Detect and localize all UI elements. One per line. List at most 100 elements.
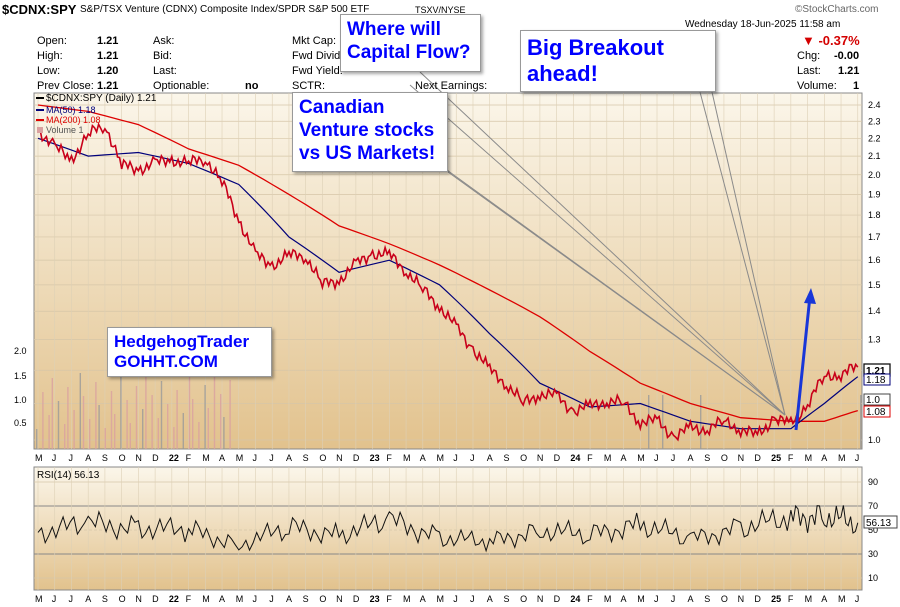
hedgehog-line2: GOHHT.COM (114, 352, 218, 372)
x-tick-label: M (202, 453, 210, 463)
x-tick-label: J (269, 453, 274, 463)
x-tick-label-bottom: A (821, 594, 827, 604)
last-label-mid: Last: (153, 65, 177, 77)
x-tick-label-bottom: J (671, 594, 676, 604)
chg-label: Chg: (797, 50, 821, 62)
x-tick-label: J (453, 453, 458, 463)
x-tick-label-bottom: J (252, 594, 256, 604)
price-line (37, 122, 859, 442)
volume-bar (188, 376, 191, 449)
x-tick-label: M (637, 453, 645, 463)
volume-bar (98, 405, 100, 449)
volume-bar (82, 396, 85, 449)
level-tag: 1.0 (866, 395, 880, 406)
next-earnings-label: Next Earnings: (415, 80, 488, 92)
volume-tick-label: 1.5 (14, 371, 27, 381)
x-tick-label-bottom: F (788, 594, 794, 604)
rsi-tick-label: 10 (868, 573, 878, 583)
x-tick-label: M (35, 453, 43, 463)
volume-bar (207, 408, 209, 449)
prev-close-value: 1.21 (97, 80, 119, 92)
optionable-label: Optionable: (153, 80, 210, 92)
x-tick-label: A (420, 453, 426, 463)
x-tick-label: N (537, 453, 544, 463)
x-tick-label-bottom: M (637, 594, 645, 604)
fwd-yield-label: Fwd Yield: (292, 65, 343, 77)
x-tick-label-bottom: J (453, 594, 458, 604)
volume-bar (89, 419, 91, 449)
breakout-arrowhead (804, 288, 816, 304)
price-panel (33, 92, 863, 450)
x-tick-label-bottom: N (738, 594, 745, 604)
chart-symbol: $CDNX:SPY (2, 2, 77, 17)
x-tick-label-bottom: N (537, 594, 544, 604)
volume-bar (151, 395, 153, 449)
price-tick-label: 1.9 (868, 189, 881, 199)
volume-tick-label: 2.0 (14, 346, 27, 356)
volume-bar (192, 399, 194, 449)
volume-tick-label: 1.0 (14, 395, 27, 405)
x-tick-label: D (353, 453, 360, 463)
x-tick-label-bottom: A (219, 594, 225, 604)
volume-bar (223, 417, 225, 449)
x-tick-label-bottom: 22 (169, 594, 179, 604)
rsi-tick-label: 50 (868, 525, 878, 535)
rsi-value-tag: 56.13 (866, 518, 891, 529)
fwd-div-label: Fwd Divide (292, 50, 347, 62)
rsi-line (37, 504, 859, 553)
price-tick-label: 1.8 (868, 210, 881, 220)
change-pct: ▼ -0.37% (802, 33, 860, 48)
hedgehog-line1: HedgehogTrader (114, 332, 250, 351)
volume-bar (145, 372, 147, 449)
rsi-tick-label: 70 (868, 501, 878, 511)
x-tick-label: S (503, 453, 509, 463)
volume-bar (110, 391, 113, 449)
hedgehog-callout: HedgehogTrader GOHHT.COM (107, 327, 272, 377)
x-tick-label-bottom: O (319, 594, 326, 604)
legend-ma50: MA(50) 1.18 (46, 105, 96, 115)
callout-pointer (409, 84, 786, 416)
volume-bar (167, 404, 169, 449)
x-tick-label: A (85, 453, 91, 463)
x-tick-label: J (654, 453, 659, 463)
x-tick-label: O (520, 453, 527, 463)
volume-bar (142, 409, 144, 449)
x-tick-label: J (855, 453, 860, 463)
x-tick-label-bottom: 24 (570, 594, 580, 604)
rsi-value-tag-bg (863, 515, 898, 529)
x-tick-label: A (621, 453, 627, 463)
x-tick-label-bottom: J (269, 594, 274, 604)
canadian-callout: Canadian Venture stocks vs US Markets! (292, 92, 448, 172)
high-value: 1.21 (97, 50, 119, 62)
x-tick-label-bottom: M (35, 594, 43, 604)
chg-value: -0.00 (834, 50, 860, 62)
mkt-cap-label: Mkt Cap: (292, 35, 337, 47)
x-tick-label: D (554, 453, 561, 463)
x-tick-label: 24 (570, 453, 580, 463)
x-tick-label: M (805, 453, 813, 463)
ma50-tag-bg (863, 373, 891, 386)
x-tick-label-bottom: J (855, 594, 860, 604)
volume-bar (114, 414, 116, 449)
x-tick-label-bottom: J (68, 594, 73, 604)
volume-bar (64, 424, 66, 449)
x-tick-label: S (102, 453, 108, 463)
x-tick-label-bottom: M (202, 594, 210, 604)
volume-bar (860, 395, 862, 449)
capital-flow-callout: Where will Capital Flow? (340, 14, 481, 72)
volume-bar (126, 400, 128, 449)
volume-bar (104, 428, 106, 449)
bid-label: Bid: (153, 50, 172, 62)
x-tick-label: S (303, 453, 309, 463)
x-tick-label-bottom: A (621, 594, 627, 604)
callout-pointer (439, 164, 786, 416)
x-tick-label: M (838, 453, 846, 463)
x-tick-label-bottom: A (687, 594, 693, 604)
x-tick-label: A (487, 453, 493, 463)
volume-bar (173, 427, 175, 449)
volume-bar (135, 386, 138, 449)
x-tick-label-bottom: A (420, 594, 426, 604)
price-tick-label: 1.5 (868, 280, 881, 290)
open-label: Open: (37, 35, 67, 47)
